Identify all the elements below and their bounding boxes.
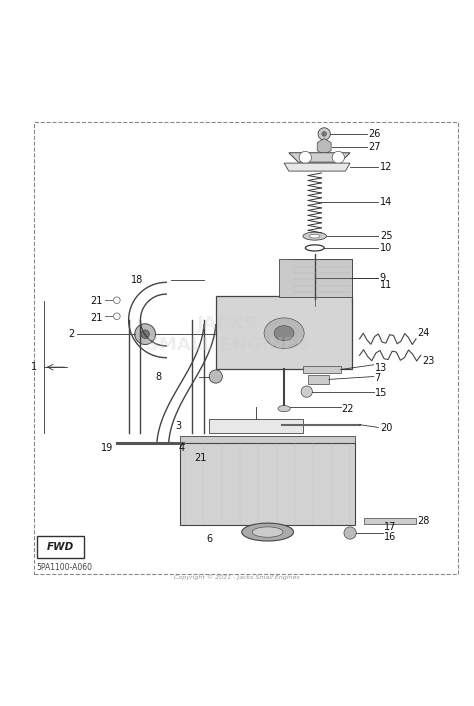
Text: 6: 6 xyxy=(206,534,212,544)
Ellipse shape xyxy=(278,405,290,412)
Text: 7: 7 xyxy=(374,373,381,383)
Text: 12: 12 xyxy=(380,162,392,172)
Text: 21: 21 xyxy=(195,453,207,462)
Circle shape xyxy=(141,330,149,338)
Text: FWD: FWD xyxy=(46,542,74,552)
Text: 21: 21 xyxy=(91,313,103,323)
Circle shape xyxy=(299,151,311,164)
Text: 10: 10 xyxy=(380,243,392,253)
Polygon shape xyxy=(291,259,353,297)
Text: JACKS
SMALL ENGINES: JACKS SMALL ENGINES xyxy=(146,315,309,354)
Ellipse shape xyxy=(242,523,293,541)
Text: 15: 15 xyxy=(374,388,387,398)
Polygon shape xyxy=(284,163,350,171)
Text: 25: 25 xyxy=(380,231,392,241)
Text: 13: 13 xyxy=(374,363,387,373)
Polygon shape xyxy=(216,297,353,369)
Text: 23: 23 xyxy=(422,356,435,366)
Circle shape xyxy=(332,151,345,164)
Polygon shape xyxy=(209,419,303,433)
Text: 21: 21 xyxy=(91,296,103,306)
Text: 16: 16 xyxy=(384,532,396,542)
Text: 26: 26 xyxy=(368,129,380,139)
Polygon shape xyxy=(364,518,416,524)
Polygon shape xyxy=(303,366,341,373)
Polygon shape xyxy=(289,152,350,162)
Text: 5PA1100-A060: 5PA1100-A060 xyxy=(36,563,93,572)
Text: 9: 9 xyxy=(380,273,386,282)
Polygon shape xyxy=(279,259,353,297)
Circle shape xyxy=(209,370,222,383)
Text: 17: 17 xyxy=(384,522,396,532)
Circle shape xyxy=(318,128,330,140)
Text: 1: 1 xyxy=(31,362,36,372)
Circle shape xyxy=(135,324,155,345)
Circle shape xyxy=(301,386,312,397)
Polygon shape xyxy=(308,375,329,383)
Text: 8: 8 xyxy=(155,371,162,381)
Text: 3: 3 xyxy=(176,421,182,431)
Text: 2: 2 xyxy=(68,329,74,339)
Polygon shape xyxy=(181,436,355,443)
Ellipse shape xyxy=(252,527,283,537)
Polygon shape xyxy=(181,443,355,525)
Text: 19: 19 xyxy=(101,443,114,453)
Polygon shape xyxy=(36,536,84,558)
Ellipse shape xyxy=(274,325,294,341)
Ellipse shape xyxy=(264,318,304,349)
Text: 11: 11 xyxy=(380,280,392,289)
Text: 18: 18 xyxy=(130,275,143,285)
Ellipse shape xyxy=(303,232,327,240)
Text: 24: 24 xyxy=(418,328,430,337)
Ellipse shape xyxy=(310,234,320,238)
Text: 4: 4 xyxy=(178,443,184,453)
Text: 14: 14 xyxy=(380,197,392,207)
Circle shape xyxy=(344,527,356,539)
Polygon shape xyxy=(317,138,331,155)
Text: Copyright © 2021 - Jacks Small Engines: Copyright © 2021 - Jacks Small Engines xyxy=(174,575,300,580)
Text: 22: 22 xyxy=(342,404,354,414)
Text: 27: 27 xyxy=(368,142,381,152)
Text: 28: 28 xyxy=(418,516,430,526)
Circle shape xyxy=(322,131,327,136)
Text: 20: 20 xyxy=(380,424,392,433)
